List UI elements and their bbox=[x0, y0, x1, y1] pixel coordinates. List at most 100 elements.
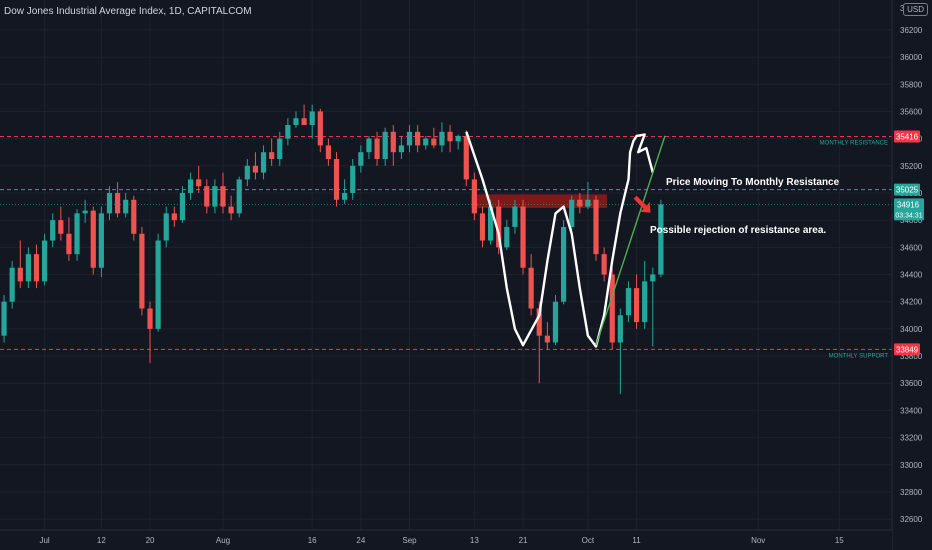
candle[interactable] bbox=[650, 267, 656, 347]
candle[interactable] bbox=[196, 165, 202, 193]
candle[interactable] bbox=[260, 145, 267, 180]
candle[interactable] bbox=[317, 108, 323, 153]
candle-body bbox=[98, 213, 104, 268]
candle[interactable] bbox=[642, 260, 648, 329]
candle[interactable] bbox=[58, 206, 64, 241]
candle[interactable] bbox=[625, 281, 632, 323]
candle[interactable] bbox=[269, 138, 275, 166]
candle-body bbox=[325, 145, 332, 159]
candle[interactable] bbox=[66, 217, 72, 261]
candle[interactable] bbox=[658, 199, 664, 278]
candle[interactable] bbox=[139, 226, 145, 316]
candle[interactable] bbox=[33, 244, 40, 289]
candle[interactable] bbox=[633, 274, 640, 329]
candle[interactable] bbox=[179, 186, 186, 223]
candle[interactable] bbox=[301, 104, 307, 126]
candle[interactable] bbox=[423, 135, 429, 150]
candle[interactable] bbox=[577, 192, 583, 214]
candle[interactable] bbox=[463, 130, 469, 187]
candle[interactable] bbox=[9, 260, 15, 309]
candle[interactable] bbox=[560, 220, 567, 305]
x-tick-label: 21 bbox=[519, 536, 528, 545]
candle[interactable] bbox=[244, 159, 250, 187]
candle[interactable] bbox=[406, 125, 413, 153]
candle[interactable] bbox=[212, 179, 218, 214]
candle[interactable] bbox=[358, 145, 364, 173]
candle[interactable] bbox=[277, 131, 283, 166]
candle[interactable] bbox=[17, 240, 23, 289]
candle[interactable] bbox=[325, 138, 332, 166]
candle[interactable] bbox=[382, 127, 388, 166]
candle[interactable] bbox=[520, 199, 526, 275]
candle[interactable] bbox=[147, 301, 153, 363]
candle[interactable] bbox=[220, 172, 226, 214]
candle[interactable] bbox=[82, 199, 88, 223]
candle[interactable] bbox=[204, 179, 210, 214]
candle[interactable] bbox=[544, 322, 550, 350]
drawn-path[interactable] bbox=[465, 131, 654, 348]
candle-body bbox=[131, 199, 137, 234]
candle[interactable] bbox=[114, 182, 121, 218]
candle[interactable] bbox=[390, 125, 396, 166]
candle[interactable] bbox=[471, 172, 477, 221]
y-tick-label: 34400 bbox=[900, 271, 923, 280]
candle[interactable] bbox=[252, 152, 259, 180]
candle[interactable] bbox=[350, 159, 356, 200]
candle[interactable] bbox=[455, 134, 461, 150]
candle[interactable] bbox=[439, 122, 445, 153]
candle[interactable] bbox=[90, 206, 96, 275]
countdown-label: 03:34:31 bbox=[895, 212, 922, 219]
candle[interactable] bbox=[552, 294, 559, 346]
candle[interactable] bbox=[333, 152, 340, 207]
currency-badge[interactable]: USD bbox=[903, 3, 928, 16]
candle-body bbox=[585, 199, 591, 207]
candle[interactable] bbox=[131, 195, 137, 241]
candle[interactable] bbox=[342, 179, 348, 204]
candle[interactable] bbox=[228, 195, 234, 221]
price-axis[interactable] bbox=[892, 0, 932, 550]
candle[interactable] bbox=[293, 111, 299, 128]
candle[interactable] bbox=[187, 172, 194, 200]
candle[interactable] bbox=[374, 131, 380, 166]
candle[interactable] bbox=[50, 213, 56, 248]
candle[interactable] bbox=[171, 206, 177, 227]
candle[interactable] bbox=[496, 199, 502, 255]
time-axis[interactable] bbox=[0, 530, 892, 550]
candle[interactable] bbox=[42, 233, 48, 286]
candle[interactable] bbox=[617, 308, 623, 395]
candle[interactable] bbox=[74, 209, 80, 261]
candle[interactable] bbox=[1, 294, 7, 343]
candle-body bbox=[650, 274, 656, 282]
candle[interactable] bbox=[504, 220, 510, 251]
candle[interactable] bbox=[366, 135, 372, 159]
candle[interactable] bbox=[528, 254, 534, 316]
candle-body bbox=[374, 138, 380, 159]
candle[interactable] bbox=[123, 192, 129, 218]
candle[interactable] bbox=[163, 206, 169, 248]
candle-body bbox=[617, 315, 623, 343]
candle[interactable] bbox=[309, 104, 315, 139]
candle[interactable] bbox=[398, 135, 404, 159]
candle[interactable] bbox=[512, 199, 518, 234]
candle[interactable] bbox=[415, 125, 421, 153]
trendline[interactable] bbox=[595, 135, 666, 346]
candle[interactable] bbox=[155, 233, 161, 332]
candle[interactable] bbox=[431, 127, 437, 149]
candle[interactable] bbox=[447, 125, 453, 153]
candle[interactable] bbox=[98, 206, 104, 278]
candle[interactable] bbox=[569, 195, 575, 234]
y-tick-label: 36200 bbox=[900, 26, 923, 35]
candle[interactable] bbox=[601, 247, 607, 282]
candle-body bbox=[642, 281, 648, 323]
candle[interactable] bbox=[609, 267, 615, 350]
candle[interactable] bbox=[479, 206, 486, 248]
candle[interactable] bbox=[236, 176, 242, 218]
candle[interactable] bbox=[585, 182, 591, 210]
candle-body bbox=[114, 192, 121, 214]
candle[interactable] bbox=[25, 247, 31, 289]
candle[interactable] bbox=[285, 118, 291, 146]
candle-body bbox=[171, 213, 177, 221]
candle[interactable] bbox=[106, 186, 113, 221]
candle[interactable] bbox=[593, 195, 599, 261]
